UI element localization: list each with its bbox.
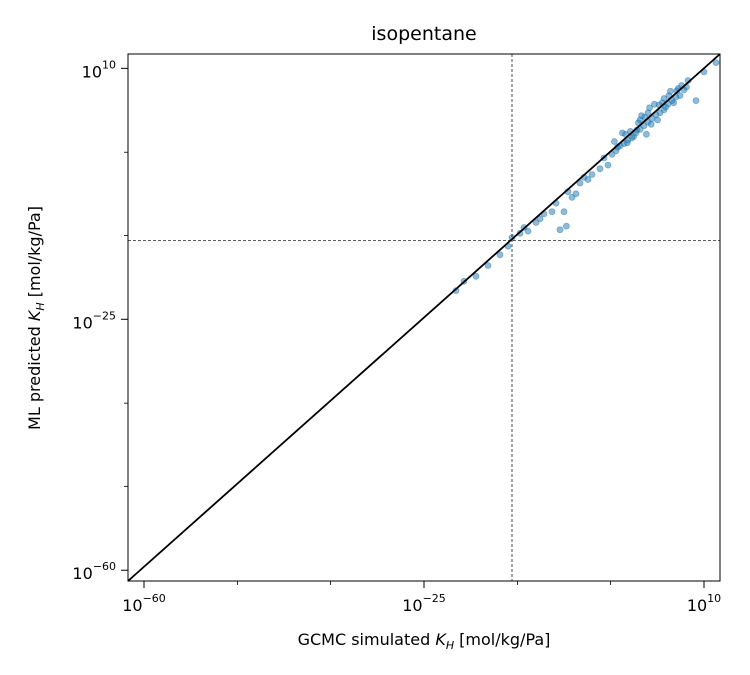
data-point	[654, 116, 661, 124]
data-point	[584, 176, 592, 183]
data-point	[548, 208, 556, 216]
data-point	[662, 103, 669, 111]
data-point	[712, 59, 720, 66]
x-tick-label: 1010	[687, 592, 721, 615]
data-point	[611, 138, 618, 145]
x-axis-label-suffix: [mol/kg/Pa]	[454, 630, 550, 649]
y-axis-label-prefix: ML predicted	[25, 321, 44, 430]
y-axis-label-var: K	[25, 309, 44, 321]
data-point	[596, 165, 604, 173]
y-tick-label: 10−60	[72, 560, 116, 583]
data-point	[630, 133, 637, 140]
data-point	[472, 272, 480, 280]
data-point	[536, 215, 544, 223]
data-point	[524, 227, 532, 235]
x-axis-label-prefix: GCMC simulated	[298, 630, 436, 649]
axis-ticks	[121, 67, 705, 588]
data-point	[484, 262, 492, 269]
x-axis-label-var: K	[435, 630, 447, 649]
data-point	[588, 171, 596, 178]
y-axis-label-sub: H	[34, 302, 47, 310]
x-tick-label: 10−25	[402, 592, 446, 615]
x-tick-label: 10−60	[122, 592, 166, 615]
data-point	[692, 97, 700, 104]
x-axis-label: GCMC simulated KH [mol/kg/Pa]	[298, 630, 551, 652]
data-point	[604, 161, 612, 169]
diagonal-line	[127, 53, 721, 582]
data-point	[563, 222, 570, 230]
data-point	[623, 139, 631, 147]
y-tick-label: 1010	[82, 58, 116, 81]
data-point	[643, 130, 650, 138]
x-axis-label-sub: H	[446, 639, 454, 652]
reference-lines	[127, 53, 721, 582]
data-point	[556, 226, 564, 234]
data-point	[560, 208, 568, 216]
tick-labels: 10−60 10−25 1010 1010 10−25 10−60	[72, 58, 721, 615]
data-point	[568, 193, 576, 201]
data-points	[452, 59, 720, 295]
data-point	[496, 251, 504, 259]
data-point	[647, 120, 655, 128]
data-point	[644, 109, 652, 117]
chart-title: isopentane	[371, 23, 476, 45]
y-axis-label: ML predicted KH [mol/kg/Pa]	[25, 206, 47, 430]
y-axis-label-suffix: [mol/kg/Pa]	[25, 206, 44, 302]
data-point	[576, 179, 584, 187]
data-point	[670, 99, 677, 107]
y-tick-label: 10−25	[72, 309, 116, 332]
data-point	[676, 92, 684, 99]
